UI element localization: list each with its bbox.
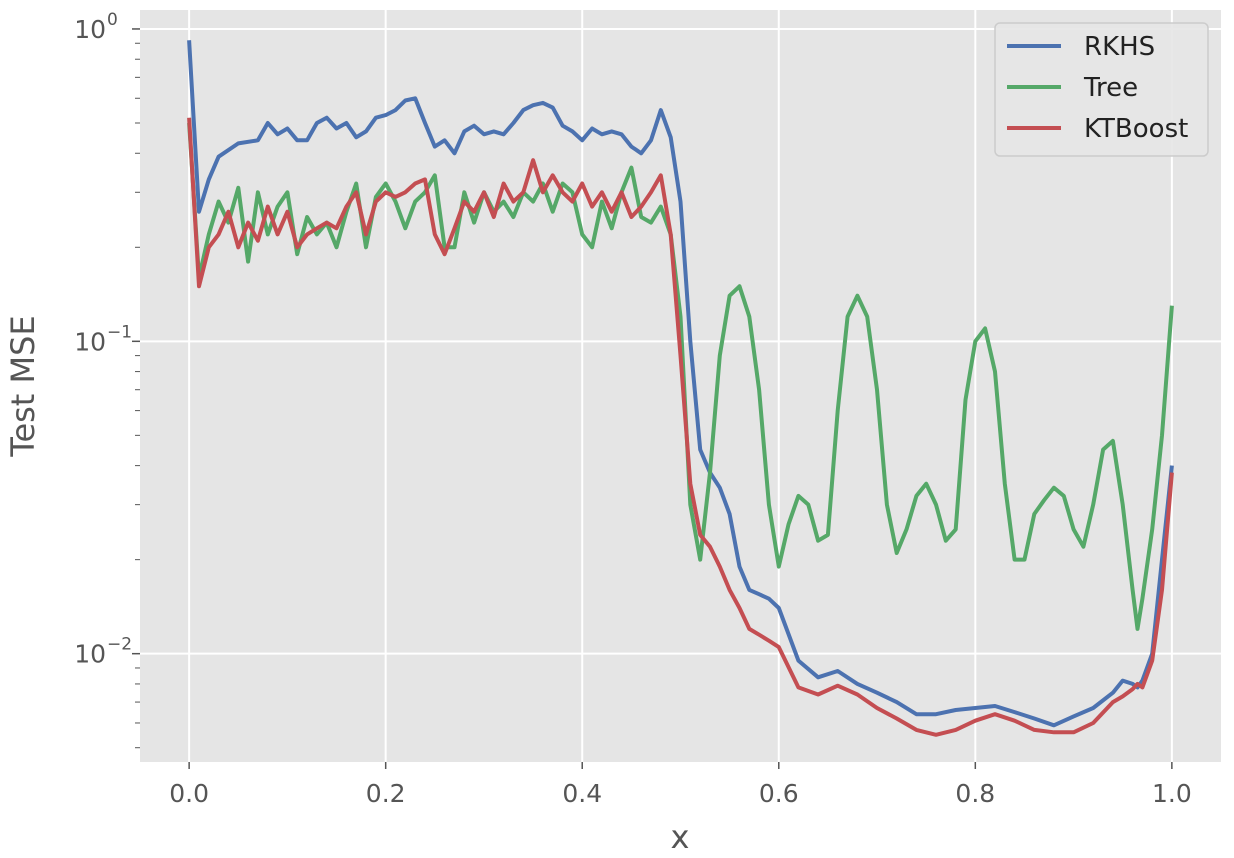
- y-tick-exponent: −2: [107, 635, 132, 655]
- y-axis-label: Test MSE: [4, 315, 42, 457]
- x-axis-label: x: [671, 818, 690, 856]
- y-tick-label: 10: [74, 327, 106, 356]
- series-line-ktboost: [187, 117, 1174, 737]
- y-tick-label: 10: [74, 15, 106, 44]
- x-tick-label: 1.0: [1152, 779, 1192, 808]
- legend: RKHS Tree KTBoost: [994, 22, 1209, 157]
- x-tick-label: 0.2: [366, 779, 406, 808]
- legend-label-ktboost: KTBoost: [1084, 114, 1188, 144]
- x-tick-label: 0.6: [759, 779, 799, 808]
- y-tick-exponent: 0: [107, 10, 118, 30]
- legend-label-rkhs: RKHS: [1084, 32, 1155, 62]
- series-lines: [187, 40, 1174, 737]
- legend-box: [994, 22, 1209, 157]
- y-tick-exponent: −1: [107, 322, 132, 342]
- legend-label-tree: Tree: [1083, 73, 1138, 103]
- x-tick-label: 0.4: [562, 779, 602, 808]
- y-tick-label: 10: [74, 640, 106, 669]
- series-line-rkhs: [187, 40, 1174, 728]
- x-tick-label: 0.0: [169, 779, 209, 808]
- x-tick-label: 0.8: [955, 779, 995, 808]
